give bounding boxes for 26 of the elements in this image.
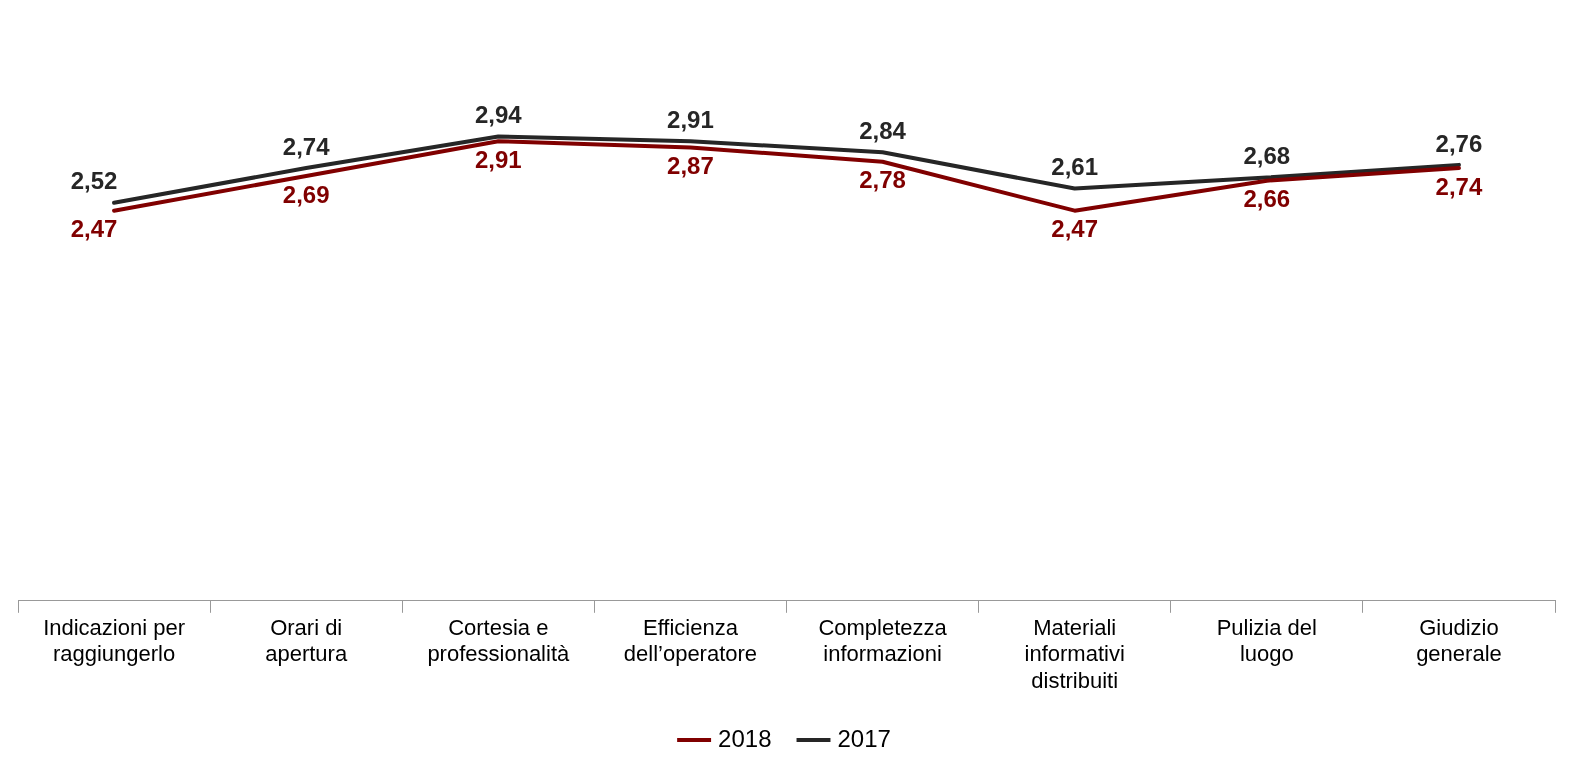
legend-label: 2018	[718, 724, 772, 752]
data-label: 2,47	[70, 215, 118, 243]
x-tick-label: Efficienza dell’operatore	[623, 615, 758, 667]
data-label: 2,66	[1243, 185, 1291, 213]
data-label: 2,78	[859, 166, 906, 194]
x-tick-label: Indicazioni per raggiungerlo	[43, 615, 185, 667]
data-label: 2,74	[1435, 172, 1483, 200]
x-tick-label: Cortesia e professionalità	[427, 615, 570, 667]
data-label: 2,69	[282, 180, 330, 208]
data-label: 2,68	[1243, 142, 1291, 170]
data-label: 2,91	[474, 145, 522, 173]
data-label: 2,87	[667, 152, 714, 180]
data-label: 2,61	[1051, 153, 1099, 181]
x-tick-label: Completezza informazioni	[818, 615, 948, 667]
data-label: 2,74	[282, 132, 331, 160]
x-tick-label: Materiali informativi distribuiti	[1024, 615, 1125, 693]
data-label: 2,47	[1051, 215, 1099, 243]
x-tick-label: Orari di apertura	[265, 615, 348, 667]
data-label: 2,84	[859, 116, 907, 144]
data-label: 2,52	[70, 167, 118, 195]
data-label: 2,76	[1435, 129, 1483, 157]
x-tick-label: Giudizio generale	[1416, 615, 1502, 667]
data-label: 2,94	[474, 101, 523, 129]
data-label: 2,91	[667, 105, 714, 133]
legend-label: 2017	[837, 724, 891, 752]
x-tick-label: Pulizia del luogo	[1216, 615, 1317, 667]
